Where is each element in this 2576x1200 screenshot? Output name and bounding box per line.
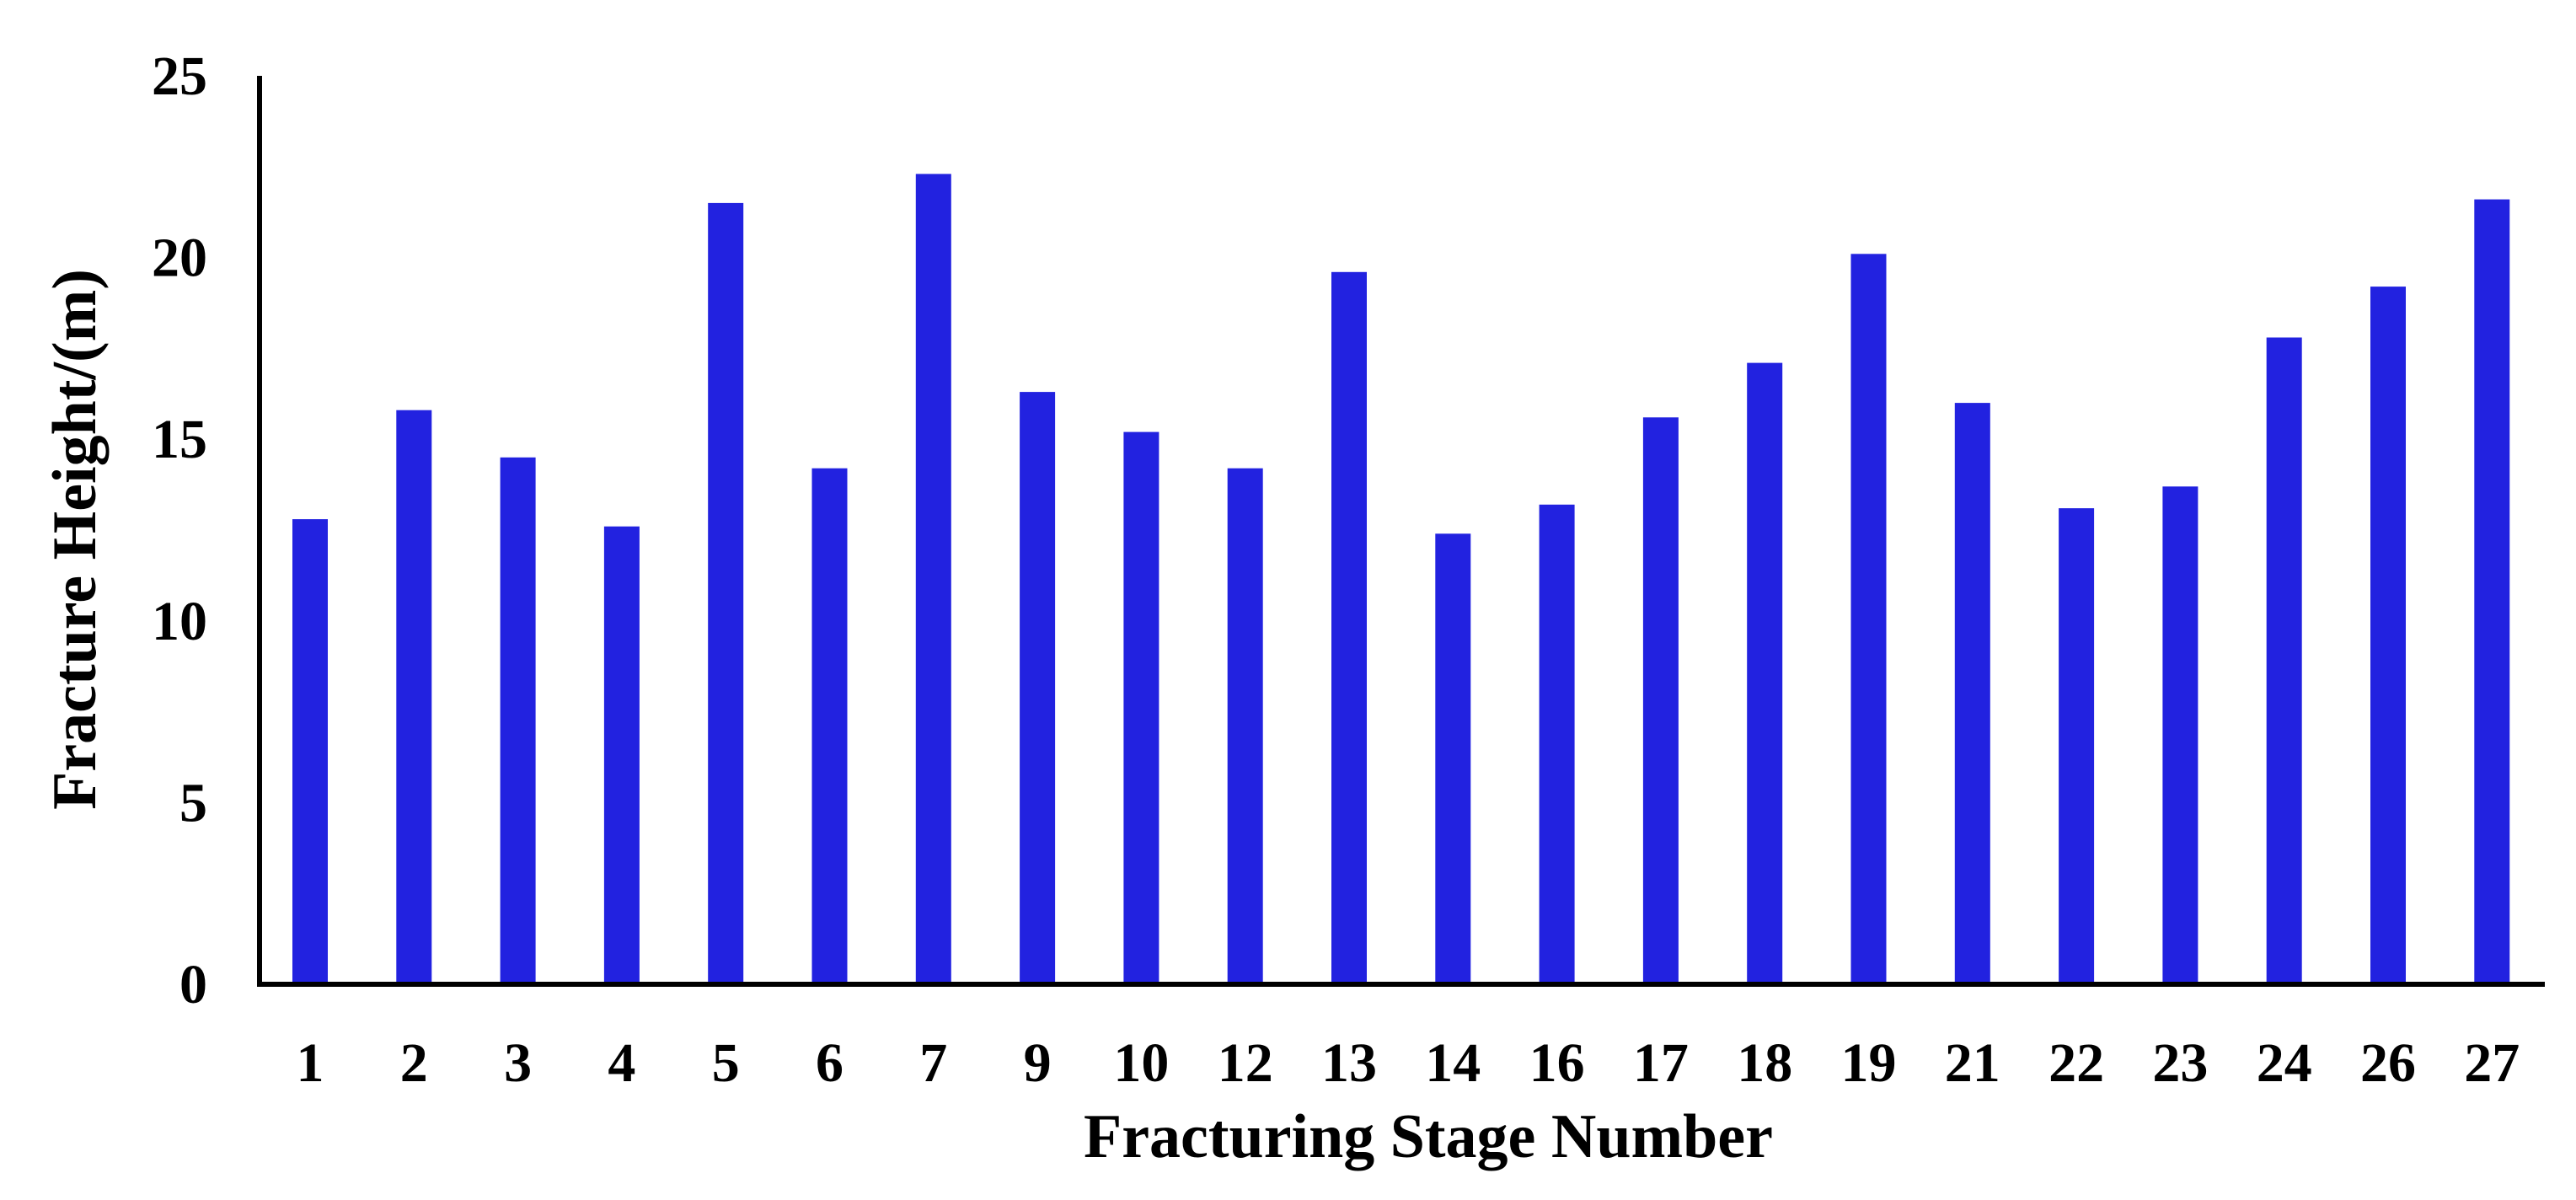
x-tick-label: 18 <box>1737 1032 1792 1094</box>
x-tick-label: 17 <box>1633 1032 1689 1094</box>
bar-stage-17 <box>1642 417 1679 984</box>
bar-stage-19 <box>1850 254 1887 984</box>
bar-stage-21 <box>1954 403 1990 985</box>
y-tick-label: 25 <box>152 46 207 107</box>
x-tick-label: 16 <box>1529 1032 1585 1094</box>
bar-stage-2 <box>396 410 432 984</box>
x-tick-label: 9 <box>1024 1032 1052 1094</box>
y-tick-label: 15 <box>152 409 207 470</box>
axes-layer <box>257 76 2545 987</box>
x-axis-title: Fracturing Stage Number <box>1084 1102 1773 1171</box>
x-tick-label: 10 <box>1113 1032 1169 1094</box>
x-tick-label: 13 <box>1321 1032 1377 1094</box>
bar-stage-27 <box>2474 199 2510 985</box>
bar-stage-9 <box>1020 392 1056 985</box>
bar-stage-4 <box>603 526 640 984</box>
bar-stage-13 <box>1331 271 1367 984</box>
bar-stage-3 <box>500 457 536 984</box>
x-tick-label: 5 <box>712 1032 740 1094</box>
x-tick-label: 12 <box>1218 1032 1273 1094</box>
y-axis-title: Fracture Height/(m) <box>40 269 110 810</box>
bar-stage-10 <box>1123 431 1159 984</box>
x-tick-label: 21 <box>1945 1032 2000 1094</box>
x-tick-label: 4 <box>608 1032 635 1094</box>
bar-stage-7 <box>915 174 951 984</box>
y-tick-label: 5 <box>179 772 207 833</box>
x-tick-label: 22 <box>2048 1032 2104 1094</box>
bars-layer <box>292 174 2510 985</box>
bar-stage-22 <box>2059 508 2095 984</box>
x-tick-label: 27 <box>2464 1032 2520 1094</box>
x-tick-label: 24 <box>2257 1032 2312 1094</box>
bar-stage-24 <box>2266 337 2302 984</box>
bar-stage-14 <box>1435 533 1471 984</box>
y-tick-label: 10 <box>152 591 207 652</box>
y-tick-labels: 0 5 10 15 20 25 <box>152 46 207 1015</box>
x-tick-label: 1 <box>297 1032 324 1094</box>
y-tick-label: 20 <box>152 228 207 289</box>
y-tick-label: 0 <box>179 954 207 1015</box>
x-tick-label: 3 <box>504 1032 532 1094</box>
bar-stage-6 <box>811 468 848 984</box>
bar-stage-16 <box>1539 504 1575 984</box>
bar-stage-12 <box>1227 468 1263 984</box>
x-tick-label: 2 <box>400 1032 428 1094</box>
bar-stage-18 <box>1747 362 1783 985</box>
x-tick-labels: 1 2 3 4 5 6 7 9 10 12 13 14 16 17 18 19 21 22 23 24 26 27 <box>297 1032 2520 1094</box>
bar-stage-23 <box>2162 486 2198 984</box>
x-tick-label: 14 <box>1425 1032 1481 1094</box>
x-tick-label: 6 <box>816 1032 843 1094</box>
bar-stage-5 <box>708 202 744 984</box>
x-tick-label: 19 <box>1841 1032 1897 1094</box>
bar-stage-1 <box>292 519 328 984</box>
x-tick-label: 23 <box>2152 1032 2208 1094</box>
bar-stage-26 <box>2370 287 2406 985</box>
x-tick-label: 26 <box>2360 1032 2416 1094</box>
x-tick-label: 7 <box>919 1032 947 1094</box>
